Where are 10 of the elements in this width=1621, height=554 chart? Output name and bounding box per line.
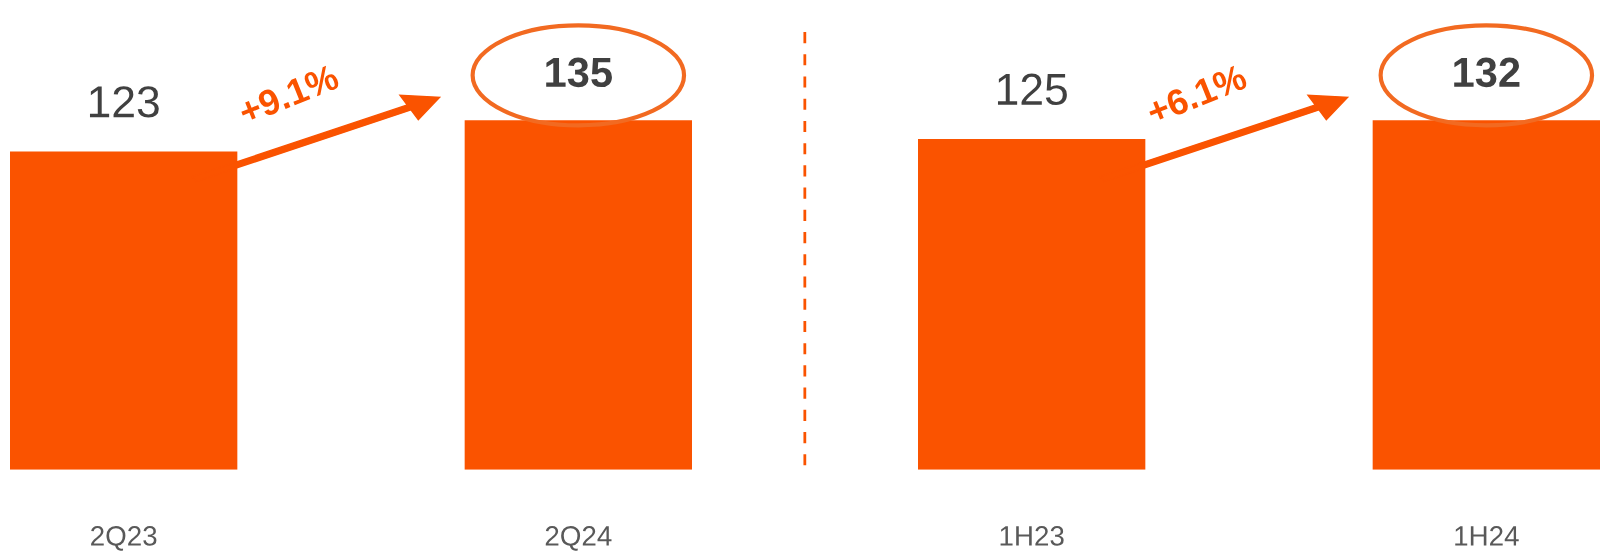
x-tick-label: 2Q24 <box>545 526 612 551</box>
x-tick-label: 2Q23 <box>91 526 157 551</box>
annotation: +9.1% <box>237 63 341 126</box>
x-tick-label: 1H24 <box>1455 526 1519 546</box>
annotation: +6.1% <box>1145 63 1249 126</box>
data-label: 123 <box>89 86 159 118</box>
data-label: 125 <box>997 73 1067 106</box>
data-label: 135 <box>546 57 612 88</box>
x-tick-label: 1H23 <box>1000 526 1064 546</box>
data-label: 132 <box>1454 57 1520 88</box>
